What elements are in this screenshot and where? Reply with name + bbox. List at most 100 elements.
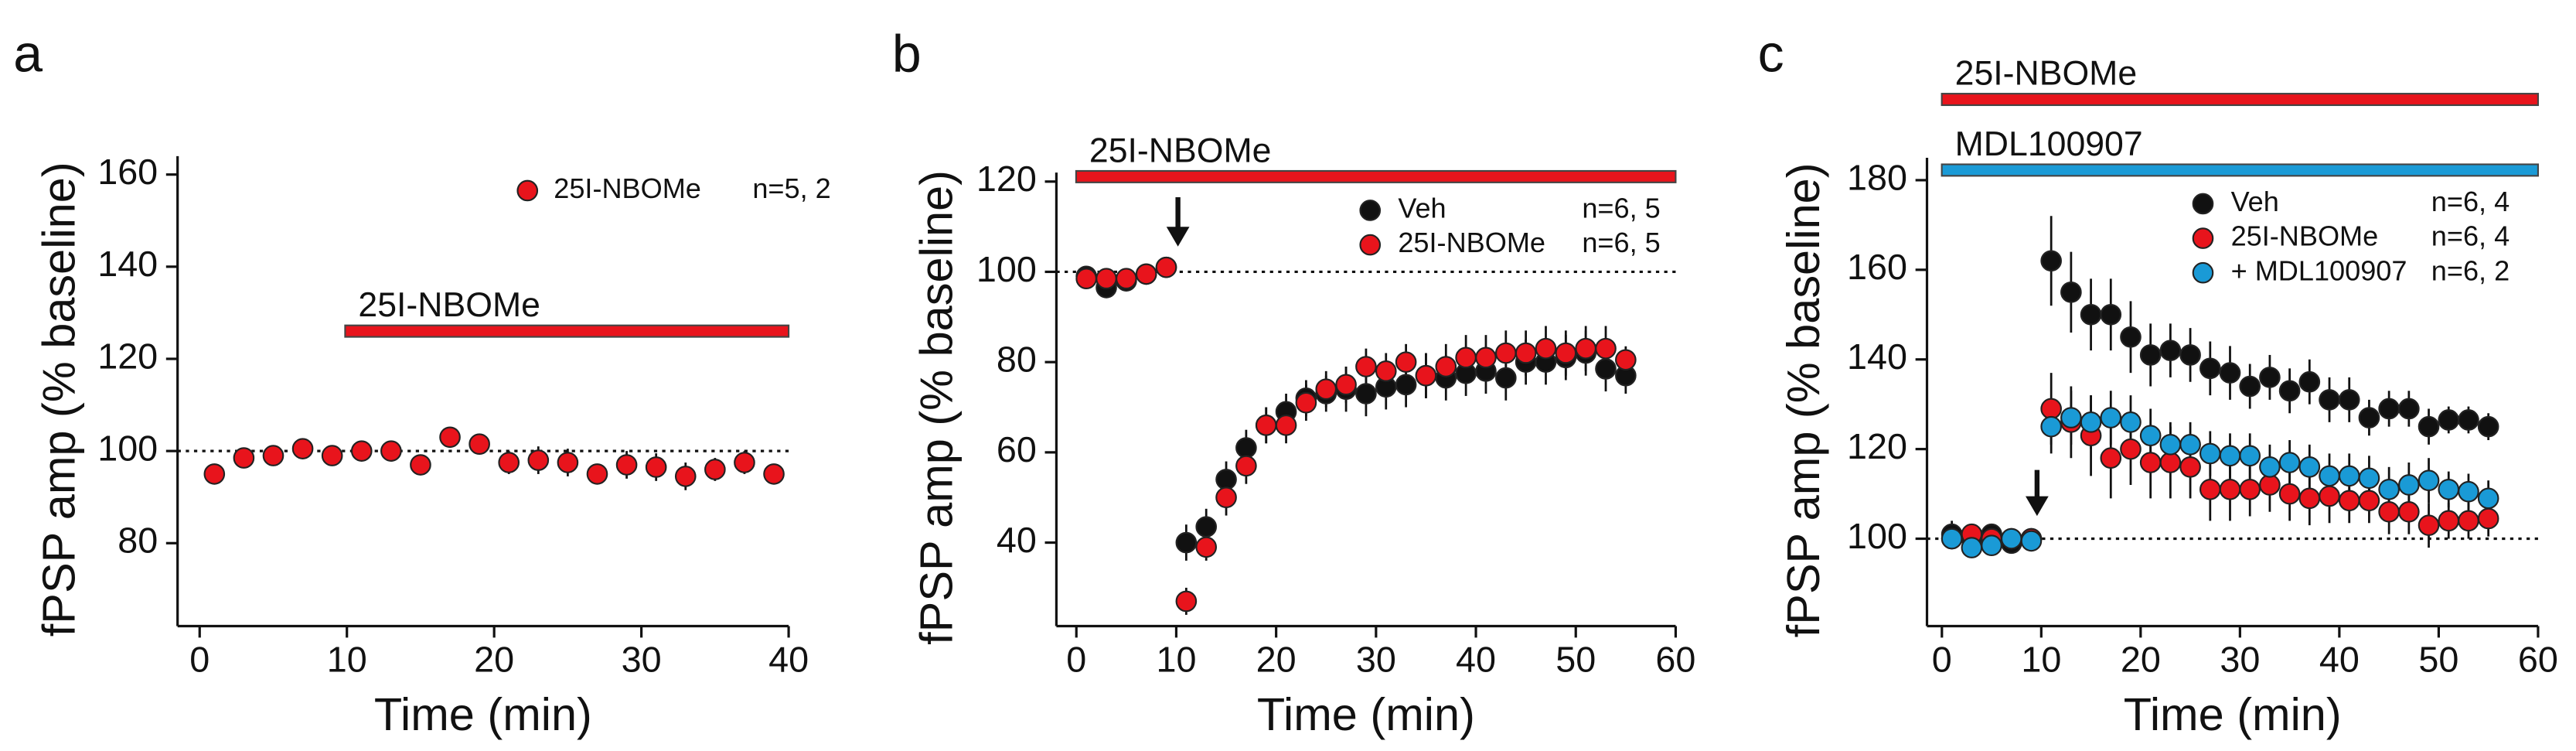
data-point (763, 463, 785, 485)
x-tick-label: 40 (2319, 640, 2360, 680)
data-point (1941, 527, 1963, 550)
data-point (2159, 340, 2182, 361)
arrow-head (2026, 496, 2049, 517)
data-point (1275, 415, 1297, 436)
x-tick-label: 50 (2418, 640, 2458, 680)
data-point (2438, 510, 2460, 532)
y-tick-label: 120 (1847, 426, 1907, 466)
data-point (2060, 407, 2082, 428)
data-point (1375, 360, 1397, 382)
x-tick-label: 50 (1555, 640, 1596, 680)
legend-label: 25I-NBOMe (554, 172, 701, 204)
data-point (1295, 391, 1317, 414)
data-point (1235, 437, 1257, 459)
data-point (1195, 536, 1218, 558)
data-point (350, 440, 373, 462)
y-tick-label: 80 (118, 521, 158, 561)
data-point (1455, 346, 1477, 369)
data-point (2179, 456, 2201, 478)
x-tick-label: 30 (622, 640, 662, 680)
legend-note: n=6, 2 (2431, 254, 2510, 286)
drug-bar (1075, 169, 1677, 183)
data-point (2358, 490, 2380, 512)
data-point (2458, 510, 2479, 532)
drug-label: 25I-NBOMe (1955, 55, 2138, 93)
data-point (1494, 367, 1517, 389)
data-point (2040, 250, 2062, 272)
x-tick-label: 30 (2220, 640, 2260, 680)
data-point (2278, 380, 2301, 402)
data-point (2199, 442, 2221, 465)
data-point (1961, 537, 1983, 558)
data-point (1595, 358, 1617, 380)
drug-bar (1941, 93, 2539, 107)
data-point (1235, 455, 1257, 477)
legend-note: n=6, 4 (2431, 220, 2510, 252)
data-point (1535, 337, 1557, 360)
legend-note: n=5, 2 (752, 172, 830, 204)
x-tick-label: 0 (189, 640, 210, 680)
data-point (1415, 364, 1437, 387)
x-tick-label: 10 (327, 640, 367, 680)
data-point (2378, 500, 2400, 523)
data-point (1595, 337, 1617, 360)
data-point (2120, 411, 2142, 433)
data-point (439, 426, 461, 449)
drug-bar (344, 324, 790, 338)
data-point (1315, 378, 1337, 400)
data-point (2179, 344, 2201, 366)
arrows (1166, 196, 2049, 517)
legend-label: Veh (2231, 186, 2279, 217)
data-point (233, 447, 255, 469)
legend-note: n=6, 5 (1582, 193, 1660, 224)
data-point (2100, 407, 2122, 428)
data-point (2338, 490, 2360, 512)
legend-marker (2192, 227, 2214, 249)
data-point (2278, 483, 2301, 505)
y-axis-label: fPSP amp (% baseline) (1777, 162, 1829, 637)
y-tick-label: 180 (1847, 157, 1907, 197)
data-point (2159, 452, 2182, 473)
panel-label: a (13, 24, 43, 83)
data-point (2398, 398, 2420, 420)
y-tick-label: 120 (976, 159, 1037, 199)
data-point (2239, 478, 2261, 500)
data-point (2100, 303, 2122, 326)
data-point (1981, 534, 2002, 557)
data-point (203, 463, 226, 485)
data-point (1615, 349, 1637, 371)
x-tick-label: 20 (2121, 640, 2161, 680)
data-point (2398, 474, 2420, 496)
data-point (734, 452, 755, 473)
y-tick-label: 160 (97, 152, 158, 192)
data-point (1075, 268, 1097, 290)
data-point (2080, 411, 2102, 433)
data-point (1215, 469, 1237, 490)
data-point (1155, 256, 1177, 278)
data-point (1095, 268, 1117, 290)
data-point (1175, 590, 1198, 613)
data-point (2199, 357, 2221, 380)
data-point (2298, 370, 2321, 393)
legend-note: n=6, 4 (2431, 186, 2510, 217)
x-tick-label: 0 (1066, 640, 1086, 680)
data-point (2020, 530, 2043, 552)
x-axis-label: Time (min) (2124, 688, 2342, 740)
x-tick-label: 20 (1256, 640, 1297, 680)
data-point (2139, 344, 2162, 366)
legend-label: Veh (1398, 193, 1446, 224)
y-tick-label: 120 (97, 336, 158, 376)
data-point (645, 456, 667, 478)
data-point (2000, 527, 2022, 550)
data-point (2418, 469, 2440, 492)
data-point (2139, 425, 2162, 447)
data-point (1135, 263, 1157, 285)
y-tick-label: 80 (997, 340, 1037, 380)
data-point (1494, 342, 1517, 364)
legend-label: 25I-NBOMe (1398, 227, 1545, 258)
y-tick-label: 160 (1847, 247, 1907, 287)
data-point (2319, 485, 2340, 507)
y-axis-label: fPSP amp (% baseline) (910, 170, 962, 645)
data-point (2040, 398, 2062, 420)
